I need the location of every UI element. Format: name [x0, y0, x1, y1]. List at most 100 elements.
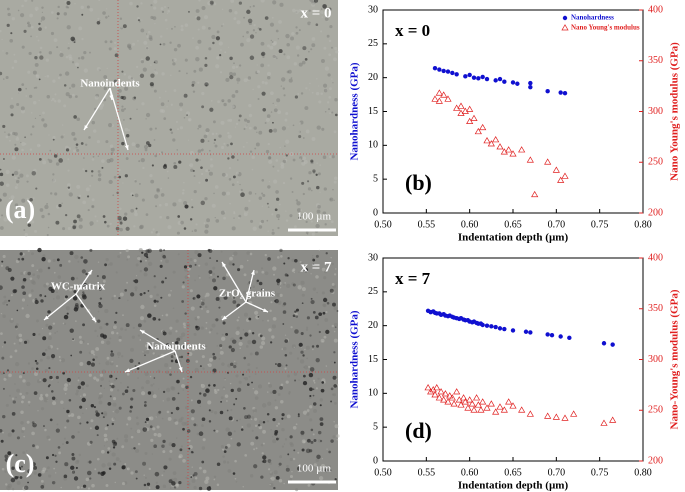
texture: [323, 303, 327, 308]
texture: [86, 5, 90, 9]
texture: [192, 37, 194, 40]
texture: [298, 62, 303, 67]
indent-spot: [7, 451, 12, 456]
indent-spot: [177, 215, 181, 218]
texture: [329, 24, 333, 29]
texture: [102, 11, 106, 15]
texture: [220, 396, 224, 400]
texture: [199, 405, 202, 408]
indent-spot: [284, 353, 288, 357]
texture: [230, 0, 235, 3]
texture: [262, 319, 264, 322]
texture: [239, 264, 244, 269]
indent-spot: [208, 486, 211, 488]
indent-spot: [162, 439, 166, 444]
texture: [234, 126, 237, 128]
texture: [311, 2, 316, 7]
x-tick-label: 0.70: [548, 467, 566, 478]
texture: [159, 215, 163, 219]
indent-spot: [176, 379, 180, 384]
indent-spot: [135, 477, 138, 480]
indent-spot: [16, 466, 22, 471]
texture: [217, 100, 221, 104]
texture: [331, 324, 335, 328]
texture: [33, 86, 36, 89]
indent-spot: [47, 385, 51, 388]
point: [484, 76, 490, 82]
texture: [159, 348, 162, 351]
texture: [283, 156, 285, 159]
texture: [60, 358, 66, 363]
texture: [123, 119, 125, 121]
y-tick-label: 5: [373, 421, 378, 432]
point: [431, 95, 439, 102]
texture: [157, 355, 160, 358]
texture: [15, 396, 17, 399]
texture: [55, 295, 61, 300]
indent-spot: [179, 448, 183, 452]
indent-spot: [75, 143, 79, 146]
texture: [152, 16, 157, 21]
texture: [252, 285, 256, 289]
point: [510, 328, 516, 333]
texture: [229, 202, 231, 205]
texture: [316, 209, 321, 214]
indent-spot: [274, 363, 277, 365]
texture: [197, 81, 200, 84]
indent-spot: [232, 472, 236, 475]
texture: [148, 487, 151, 489]
texture: [223, 460, 227, 464]
texture: [200, 172, 204, 176]
texture: [37, 39, 40, 42]
indent-spot: [246, 9, 251, 15]
indent-spot: [274, 429, 279, 434]
texture: [10, 97, 14, 100]
point: [474, 401, 482, 408]
texture: [122, 182, 124, 184]
point: [471, 75, 477, 80]
texture: [62, 322, 65, 325]
texture: [224, 378, 226, 381]
texture: [228, 9, 233, 13]
scale-label: 100 µm: [297, 463, 332, 475]
texture: [69, 288, 73, 292]
texture: [100, 476, 103, 479]
texture: [126, 258, 129, 261]
indent-spot: [21, 285, 25, 289]
texture: [236, 181, 239, 184]
indent-spot: [294, 329, 299, 334]
texture: [152, 228, 155, 231]
texture: [221, 8, 224, 11]
texture: [5, 135, 9, 139]
texture: [184, 275, 189, 280]
indent-spot: [336, 310, 339, 312]
texture: [236, 319, 239, 322]
texture: [115, 271, 118, 274]
texture: [150, 231, 154, 234]
texture: [96, 139, 101, 144]
y2-tick-label: 350: [648, 55, 663, 66]
texture: [325, 311, 328, 314]
texture: [41, 118, 45, 122]
indent-spot: [147, 313, 152, 318]
texture: [156, 415, 158, 417]
texture: [0, 371, 4, 375]
indent-spot: [312, 263, 315, 266]
texture: [286, 42, 290, 47]
indent-spot: [43, 425, 45, 427]
texture: [272, 229, 274, 231]
texture: [250, 11, 252, 14]
texture: [267, 391, 269, 393]
indent-spot: [238, 114, 242, 118]
indent-spot: [222, 321, 226, 325]
indent-spot: [230, 142, 233, 146]
indent-spot: [231, 155, 235, 159]
texture: [118, 80, 121, 83]
texture: [324, 66, 330, 71]
texture: [37, 277, 40, 280]
indent-spot: [162, 390, 166, 394]
point: [487, 140, 495, 147]
texture: [45, 58, 49, 62]
texture: [113, 294, 117, 298]
texture: [220, 250, 223, 253]
